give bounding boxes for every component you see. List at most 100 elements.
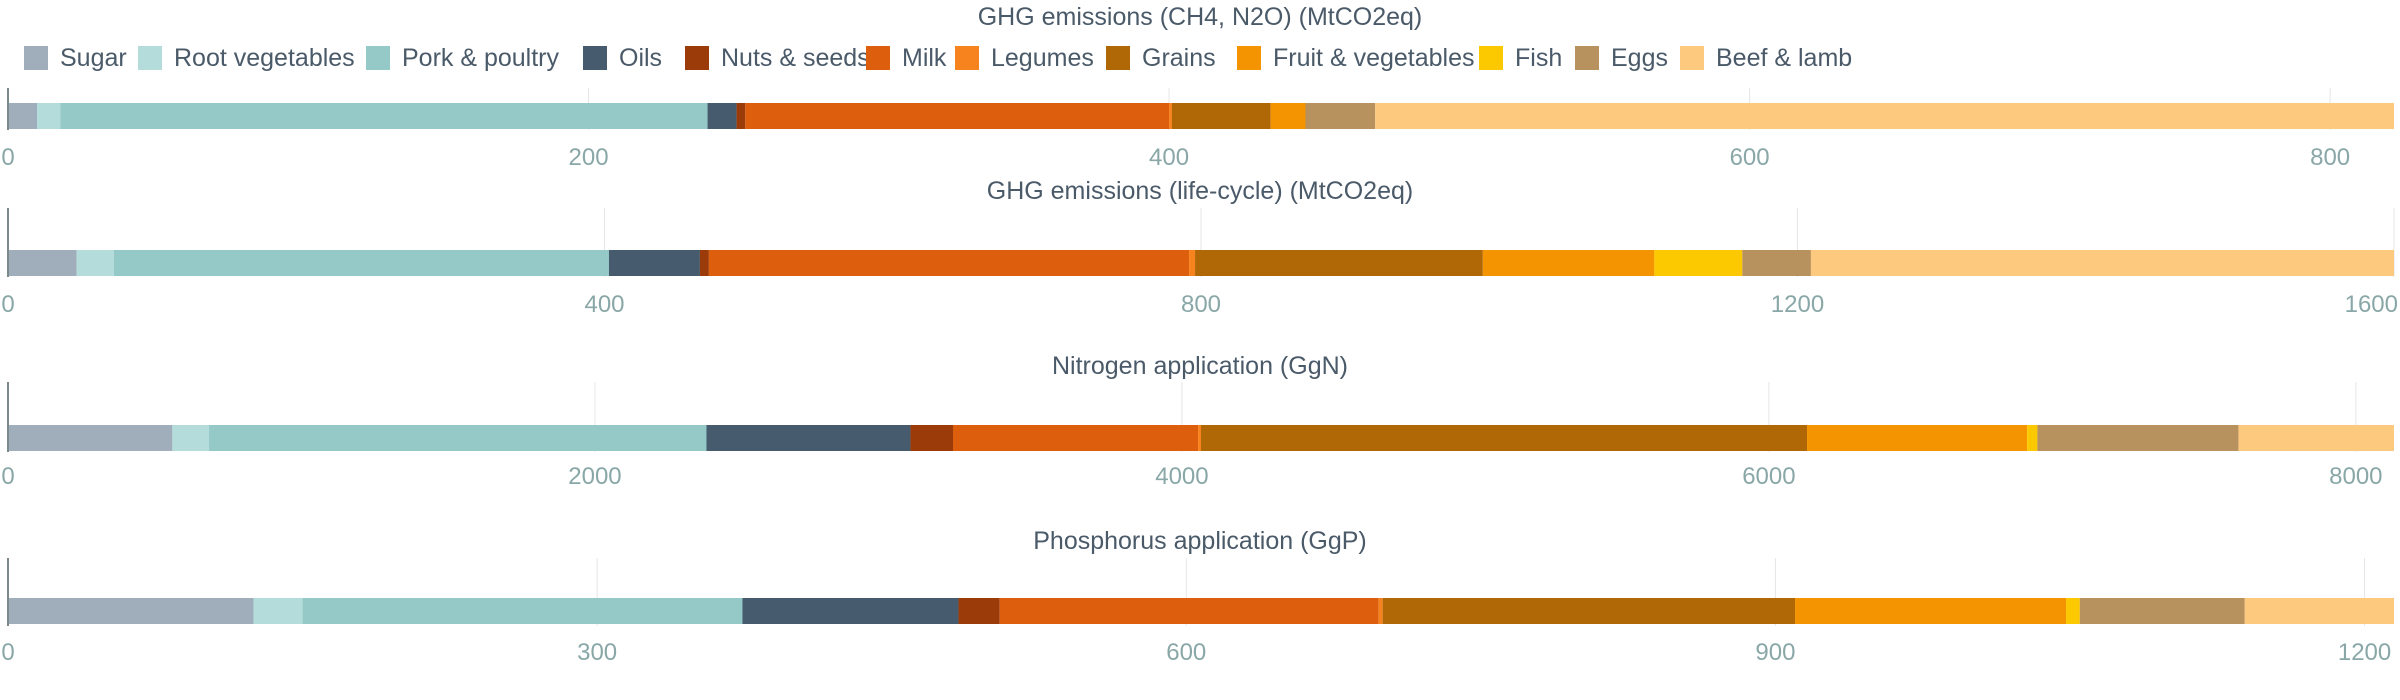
legend-swatch [685,46,709,70]
bar-segment[interactable]: Sugar: 125 [8,598,254,624]
legend-item[interactable]: Pork & poultry [366,40,559,76]
bar-segment[interactable]: Eggs: 46 [1742,250,1811,276]
legend-item[interactable]: Legumes [955,40,1094,76]
bar-segment[interactable]: Sugar: 560 [8,425,173,451]
legend-item[interactable]: Eggs [1575,40,1668,76]
bar-segment[interactable]: Sugar: 10 [8,103,38,129]
legend-item[interactable]: Beef & lamb [1680,40,1852,76]
bar-segment[interactable]: Fish: 35 [2027,425,2038,451]
bar-segment[interactable]: Grains: 210 [1382,598,1796,624]
bar-segment[interactable]: Nuts & seeds: 6 [699,250,709,276]
bar-segment[interactable]: Root vegetables: 25 [253,598,303,624]
tick-label: 4000 [1155,463,1208,490]
legend-swatch [583,46,607,70]
bar-segment[interactable]: Sugar: 46 [8,250,77,276]
bar-segment[interactable]: Fish: 7 [2066,598,2080,624]
chart-panel: Nitrogen application (GgN) Sugar: 560Root… [1,352,2394,490]
bar-segment[interactable]: Root vegetables: 8 [37,103,61,129]
bar-segment[interactable]: Grains: 193 [1195,250,1483,276]
tick-label: 8000 [2329,463,2382,490]
tick-label: 900 [1755,639,1795,666]
bar-segment[interactable]: Fruit & vegetables: 138 [1795,598,2067,624]
bar-segment[interactable]: Oils: 695 [706,425,911,451]
bar-segment[interactable]: Pork & poultry: 223 [60,103,708,129]
bar-segment[interactable]: Grains: 2065 [1201,425,1808,451]
tick-label: 800 [1181,291,1221,318]
bar-segment[interactable]: Eggs: 24 [1305,103,1376,129]
tick-label: 600 [1166,639,1206,666]
bar-segment[interactable]: Fruit & vegetables: 115 [1482,250,1655,276]
bar-segment[interactable]: Legumes: 4 [1189,250,1196,276]
legend-swatch [1575,46,1599,70]
tick-label: 2000 [568,463,621,490]
legend-label: Beef & lamb [1716,43,1853,72]
legend-item[interactable]: Nuts & seeds [685,40,870,76]
bar-segment[interactable]: Pork & poultry: 224 [302,598,743,624]
tick-label: 1200 [2338,639,2391,666]
legend-label: Pork & poultry [402,43,560,72]
legend-item[interactable]: Grains [1106,40,1216,76]
bar-segment[interactable]: Oils: 10 [707,103,737,129]
bar-segment[interactable]: Beef & lamb: 76 [2244,598,2394,624]
bar-segment[interactable]: Milk: 146 [745,103,1170,129]
bar-segment[interactable]: Legumes: 2 [1378,598,1383,624]
bar-segment[interactable]: Legumes: 1 [1169,103,1172,129]
legend-item[interactable]: Fruit & vegetables [1237,40,1475,76]
legend-label: Fish [1515,43,1563,72]
bar-segment[interactable]: Nuts & seeds: 3 [736,103,746,129]
bar-segment[interactable]: Root vegetables: 25 [76,250,114,276]
legend-label: Sugar [60,43,127,72]
legend-label: Root vegetables [174,43,355,72]
chart-panel: GHG emissions (life-cycle) (MtCO2eq) Suga… [1,177,2398,318]
panel-title: GHG emissions (CH4, N2O) (MtCO2eq) [978,3,1423,31]
bar-segment[interactable]: Pork & poultry: 1695 [209,425,707,451]
tick-label: 0 [1,291,14,318]
legend-item[interactable]: Root vegetables [138,40,355,76]
tick-label: 800 [2310,144,2350,171]
legend-swatch [1680,46,1704,70]
tick-label: 200 [569,144,609,171]
bar-segment[interactable]: Beef & lamb: 530 [2238,425,2394,451]
bar-segment[interactable]: Nuts & seeds: 145 [910,425,954,451]
bar-segment[interactable]: Nuts & seeds: 21 [958,598,1000,624]
legend-item[interactable]: Fish [1479,40,1562,76]
bar-segment[interactable]: Eggs: 84 [2079,598,2245,624]
legend-swatch [1106,46,1130,70]
bar-segment[interactable]: Beef & lamb: 351 [1375,103,2394,129]
bar-segment[interactable]: Root vegetables: 125 [172,425,210,451]
bar-segment[interactable]: Milk: 193 [999,598,1379,624]
bar-segment[interactable]: Milk: 835 [953,425,1199,451]
chart-panel: GHG emissions (CH4, N2O) (MtCO2eq) Sugar:… [1,3,2394,171]
legend-item[interactable]: Oils [583,40,662,76]
bar-segment[interactable]: Fruit & vegetables: 750 [1807,425,2028,451]
panel-title: GHG emissions (life-cycle) (MtCO2eq) [987,177,1413,205]
legend-item[interactable]: Milk [866,40,946,76]
bar-segment[interactable]: Fruit & vegetables: 12 [1270,103,1306,129]
legend-label: Oils [619,43,663,72]
legend-label: Eggs [1611,43,1668,72]
bar-segment[interactable]: Grains: 34 [1171,103,1271,129]
tick-label: 1600 [2345,291,2398,318]
tick-label: 0 [1,639,14,666]
bar-segment[interactable]: Oils: 110 [742,598,959,624]
bar-segment[interactable]: Pork & poultry: 332 [113,250,609,276]
legend-swatch [955,46,979,70]
bar-segment[interactable]: Oils: 61 [608,250,700,276]
legend-label: Milk [902,43,947,72]
tick-label: 1200 [1771,291,1824,318]
panel-title: Phosphorus application (GgP) [1033,527,1367,555]
legend-swatch [366,46,390,70]
legend-swatch [1237,46,1261,70]
tick-label: 400 [584,291,624,318]
bar-segment[interactable]: Beef & lamb: 391 [1810,250,2394,276]
tick-label: 0 [1,463,14,490]
bar-segment[interactable]: Fish: 59 [1654,250,1743,276]
bar-segment[interactable]: Milk: 322 [708,250,1190,276]
legend-label: Legumes [991,43,1094,72]
bar-segment[interactable]: Legumes: 10 [1198,425,1201,451]
bar-segment[interactable]: Eggs: 685 [2037,425,2239,451]
legend-swatch [24,46,48,70]
legend-item[interactable]: Sugar [24,40,127,76]
